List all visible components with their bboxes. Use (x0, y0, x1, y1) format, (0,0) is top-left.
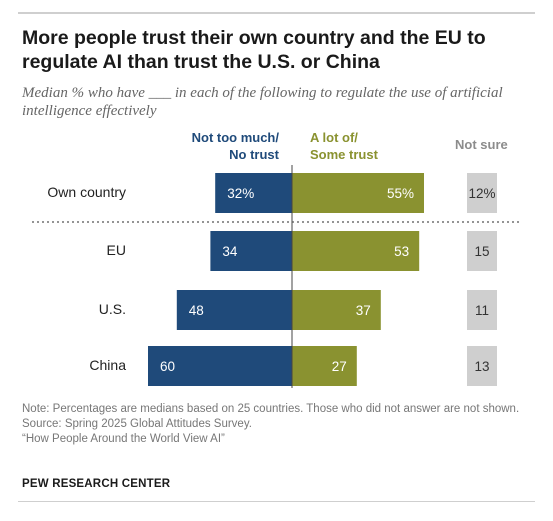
organization-name: PEW RESEARCH CENTER (22, 478, 171, 490)
column-header-line: Not too much/ (191, 130, 279, 145)
bar-not-sure (467, 231, 497, 271)
top-rule (18, 12, 535, 14)
bar-trust (292, 173, 424, 213)
bar-label-trust: 27 (332, 359, 347, 374)
bar-trust (292, 231, 420, 271)
column-header-no-trust: Not too much/No trust (192, 129, 279, 163)
bar-not-sure (467, 346, 497, 386)
row-label: U.S. (98, 301, 126, 317)
diverging-bar-chart: 32% 55% 12% 34 53 15 48 37 11 60 27 13 (32, 165, 522, 388)
column-header-line: A lot of/ (310, 130, 358, 145)
bar-label-not-sure: 11 (475, 303, 489, 318)
bar-label-trust: 55% (387, 186, 414, 201)
row-label: EU (106, 242, 126, 258)
bar-trust (292, 290, 381, 330)
bar-no-trust (215, 173, 292, 213)
column-header-trust: A lot of/Some trust (310, 129, 378, 163)
bar-label-no-trust: 32% (227, 186, 254, 201)
bar-no-trust (148, 346, 292, 386)
bar-no-trust (210, 231, 292, 271)
bar-label-no-trust: 34 (222, 244, 238, 259)
bar-not-sure (467, 173, 497, 213)
bar-label-trust: 37 (356, 303, 371, 318)
row-label: Own country (47, 184, 126, 200)
bar-not-sure (467, 290, 497, 330)
bar-label-not-sure: 13 (474, 359, 489, 374)
bar-no-trust (176, 290, 292, 330)
note-text: Note: Percentages are medians based on 2… (22, 403, 520, 415)
column-header-line: No trust (229, 147, 279, 162)
bar-label-trust: 53 (394, 244, 409, 259)
report-text: “How People Around the World View AI” (22, 433, 225, 445)
source-text: Source: Spring 2025 Global Attitudes Sur… (22, 418, 252, 430)
row-label: China (89, 357, 126, 373)
bar-label-no-trust: 60 (160, 359, 175, 374)
bottom-rule (18, 501, 535, 502)
bar-label-not-sure: 12% (468, 186, 495, 201)
bar-label-not-sure: 15 (474, 244, 489, 259)
column-header-not-sure: Not sure (455, 137, 508, 152)
bar-label-no-trust: 48 (189, 303, 204, 318)
chart-notes: Note: Percentages are medians based on 2… (22, 402, 537, 447)
bar-trust (292, 346, 357, 386)
chart-title: More people trust their own country and … (22, 27, 486, 73)
column-header-line: Some trust (310, 147, 378, 162)
chart-subtitle: Median % who have ___ in each of the fol… (22, 85, 503, 119)
